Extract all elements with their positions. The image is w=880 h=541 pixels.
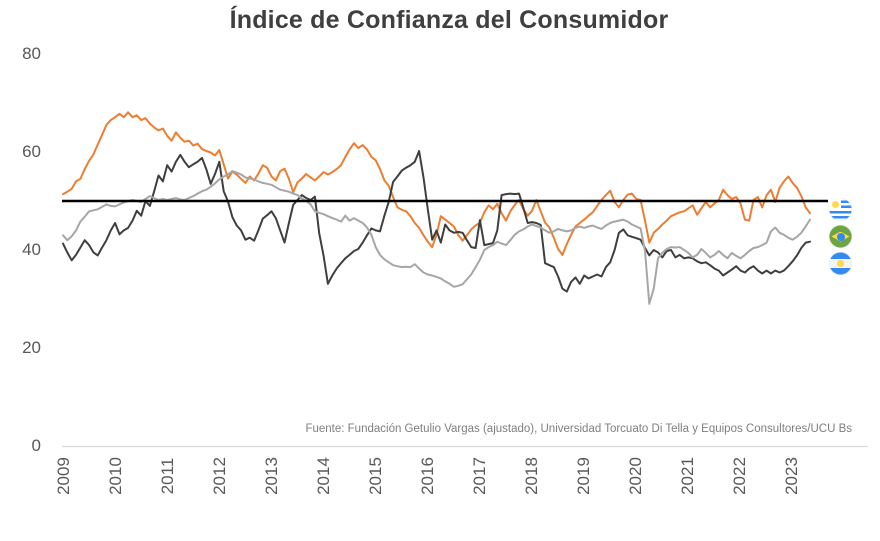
y-tick-label-60: 60	[22, 142, 41, 161]
argentina-line	[62, 150, 811, 293]
x-tick-label-2015: 2015	[365, 457, 385, 495]
x-tick-label-2014: 2014	[313, 457, 333, 495]
x-tick-label-2012: 2012	[209, 457, 229, 495]
x-tick-label-2022: 2022	[730, 457, 750, 495]
x-tick-label-2018: 2018	[522, 457, 542, 495]
y-tick-label-80: 80	[22, 44, 41, 63]
x-tick-label-2021: 2021	[678, 457, 698, 495]
x-tick-label-2017: 2017	[470, 457, 490, 495]
source-note: Fuente: Fundación Getulio Vargas (ajusta…	[305, 423, 852, 435]
x-tick-label-2019: 2019	[574, 457, 594, 495]
x-tick-label-2016: 2016	[417, 457, 437, 495]
uruguay-flag-icon	[829, 198, 852, 221]
chart-title: Índice de Confianza del Consumidor	[229, 6, 669, 34]
argentina-flag-icon	[829, 252, 852, 275]
uruguay-line	[62, 170, 811, 305]
y-tick-label-40: 40	[22, 240, 41, 259]
brasil-line	[62, 111, 811, 256]
y-tick-label-20: 20	[22, 338, 41, 357]
brazil-flag-icon	[829, 225, 852, 248]
x-tick-label-2009: 2009	[53, 457, 73, 495]
x-tick-label-2011: 2011	[157, 457, 177, 495]
x-tick-label-2020: 2020	[626, 457, 646, 495]
x-tick-label-2010: 2010	[105, 457, 125, 495]
x-tick-label-2023: 2023	[782, 457, 802, 495]
x-tick-label-2013: 2013	[261, 457, 281, 495]
y-tick-label-0: 0	[31, 436, 41, 455]
